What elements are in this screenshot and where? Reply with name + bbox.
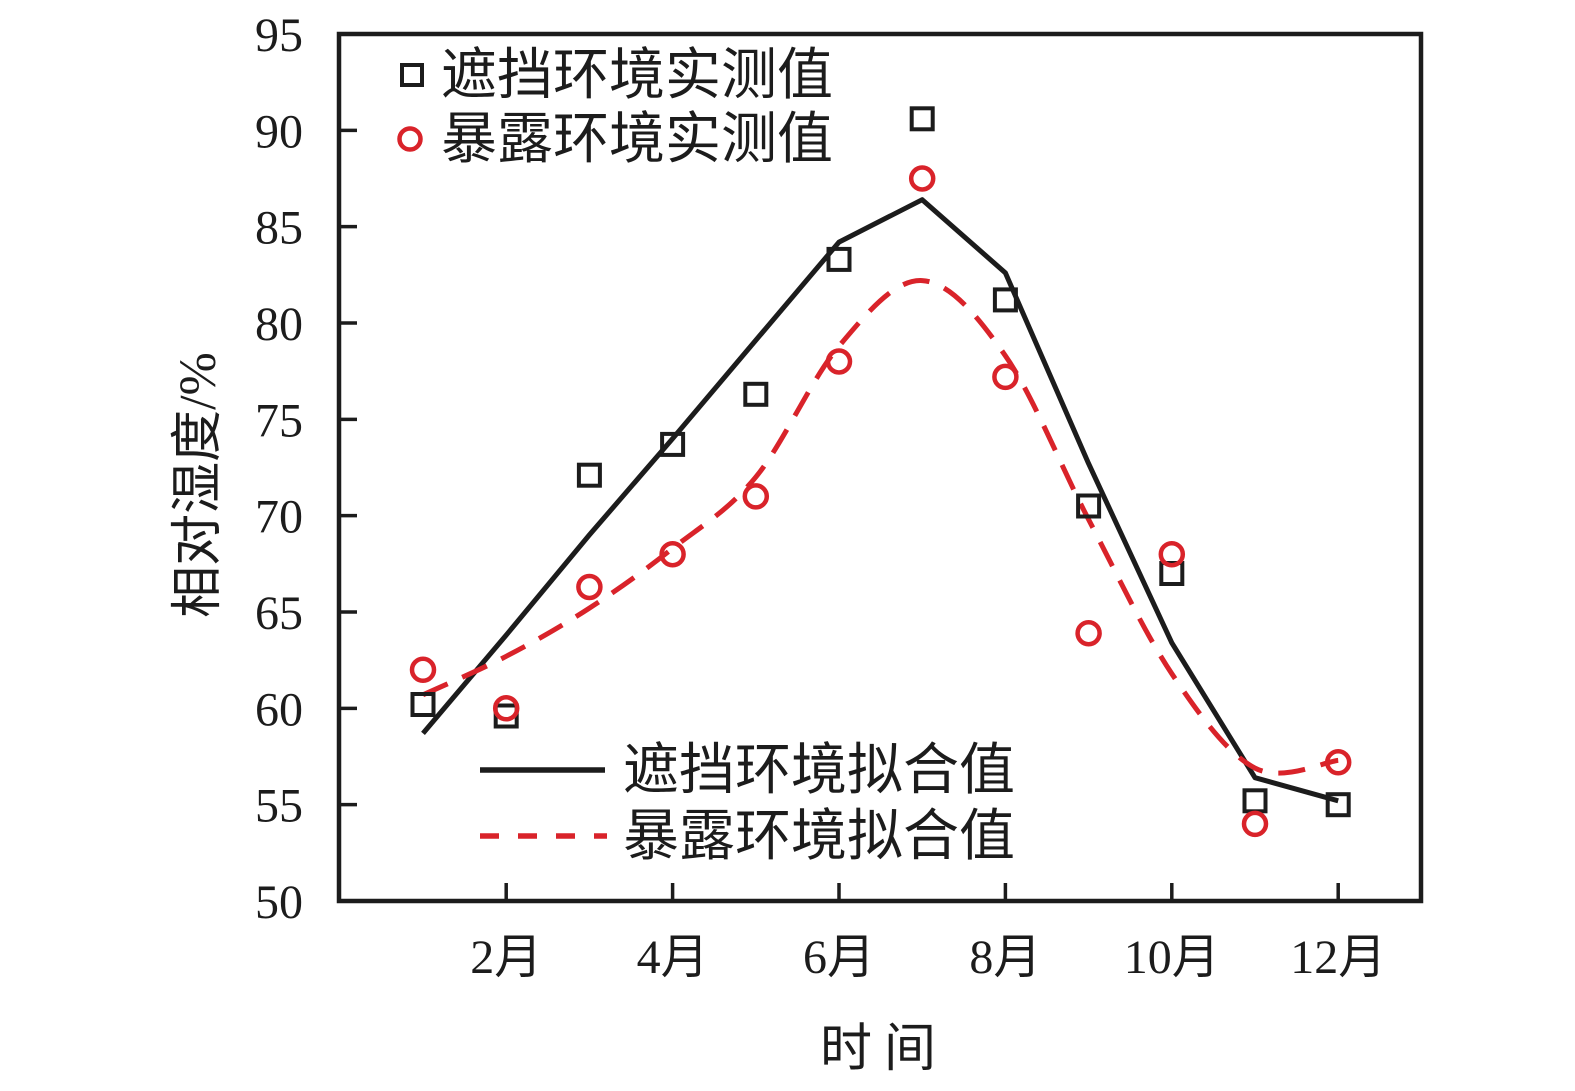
y-tick-label-75: 75 [255, 394, 303, 447]
data-point-exposed-m6 [825, 348, 853, 375]
y-tick-label-60: 60 [255, 683, 303, 736]
legend-fitted: 遮挡环境拟合值 暴露环境拟合值 [480, 740, 1015, 868]
fitted-line-shaded [421, 197, 1339, 804]
data-point-shaded-m9 [1076, 493, 1102, 519]
x-tick-label-8: 8月 [969, 931, 1041, 984]
x-tick-label-10: 10月 [1124, 931, 1220, 984]
legend-circle-marker-icon [397, 126, 423, 152]
data-point-shaded-m7 [909, 106, 935, 132]
data-point-shaded-m1 [410, 692, 436, 717]
data-point-exposed-m3 [576, 573, 603, 601]
legend-label-shaded-fitted: 遮挡环境拟合值 [623, 740, 1015, 802]
data-point-shaded-m6 [826, 246, 852, 272]
y-tick-label-95: 95 [255, 9, 303, 62]
data-point-shaded-m5 [743, 381, 769, 407]
data-series [409, 106, 1352, 838]
data-point-exposed-m11 [1241, 810, 1269, 838]
data-point-exposed-m1 [409, 656, 437, 684]
x-tick-label-4: 4月 [637, 931, 709, 984]
data-point-exposed-m2 [492, 695, 520, 722]
x-tick-label-12: 12月 [1290, 931, 1386, 984]
x-axis-ticks: 2月 4月 6月 8月 10月 12月 [470, 883, 1386, 984]
data-point-shaded-m4 [660, 431, 686, 457]
x-axis-title: 时间 [820, 1021, 948, 1078]
y-tick-label-80: 80 [255, 298, 303, 351]
legend-label-shaded-measured: 遮挡环境实测值 [441, 45, 833, 107]
y-tick-label-90: 90 [255, 105, 303, 158]
y-tick-label-50: 50 [255, 876, 303, 929]
y-tick-label-85: 85 [255, 202, 303, 255]
y-axis-title: 相对湿度/% [170, 352, 227, 618]
y-tick-label-65: 65 [255, 587, 303, 640]
y-tick-label-55: 55 [255, 780, 303, 833]
data-point-exposed-m5 [742, 483, 770, 510]
data-point-exposed-m9 [1075, 619, 1102, 647]
data-point-exposed-m7 [908, 165, 936, 192]
legend-label-exposed-measured: 暴露环境实测值 [441, 109, 833, 171]
x-tick-label-6: 6月 [803, 931, 875, 984]
data-point-shaded-m11 [1242, 788, 1268, 814]
x-tick-label-2: 2月 [470, 931, 542, 984]
data-point-shaded-m8 [992, 287, 1018, 313]
y-axis-ticks: 50 55 60 65 70 75 80 85 90 95 [255, 9, 357, 929]
y-tick-label-70: 70 [255, 491, 303, 544]
data-point-exposed-m10 [1158, 540, 1186, 568]
fitted-line-exposed [421, 278, 1339, 776]
legend-square-marker-icon [400, 63, 424, 87]
legend-measured: 遮挡环境实测值 暴露环境实测值 [397, 45, 833, 171]
data-point-shaded-m3 [576, 462, 602, 488]
data-point-exposed-m4 [659, 540, 686, 568]
legend-label-exposed-fitted: 暴露环境拟合值 [623, 806, 1015, 868]
data-point-exposed-m8 [992, 363, 1019, 391]
data-point-exposed-m12 [1324, 749, 1352, 776]
data-point-shaded-m12 [1325, 792, 1351, 818]
plot-frame [336, 31, 1424, 904]
